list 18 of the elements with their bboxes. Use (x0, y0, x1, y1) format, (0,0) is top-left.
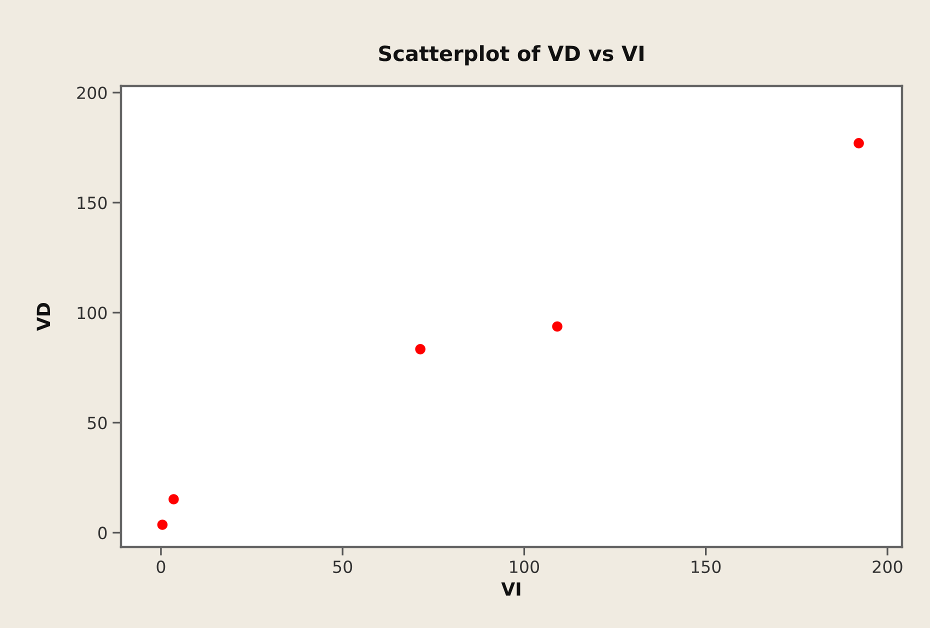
point (415, 344, 426, 354)
x-tick-label: 0 (156, 560, 166, 574)
y-tick-label: 50 (88, 416, 107, 430)
y-tick-label: 100 (78, 306, 107, 320)
point (854, 138, 864, 148)
y-tick-label: 200 (77, 86, 107, 100)
point (168, 494, 179, 504)
y-axis-title: VD (36, 302, 50, 331)
x-axis-title: VI (501, 582, 520, 596)
chart-title: Scatterplot of VD vs VI (379, 45, 644, 66)
point (157, 520, 168, 530)
x-tick-label: 150 (692, 560, 721, 574)
x-tick-label: 100 (510, 560, 540, 574)
y-tick-label: 0 (98, 526, 107, 540)
point (552, 321, 562, 332)
x-tick-label: 50 (333, 560, 352, 574)
y-tick-label: 150 (78, 196, 107, 210)
x-tick-label: 200 (872, 560, 902, 574)
